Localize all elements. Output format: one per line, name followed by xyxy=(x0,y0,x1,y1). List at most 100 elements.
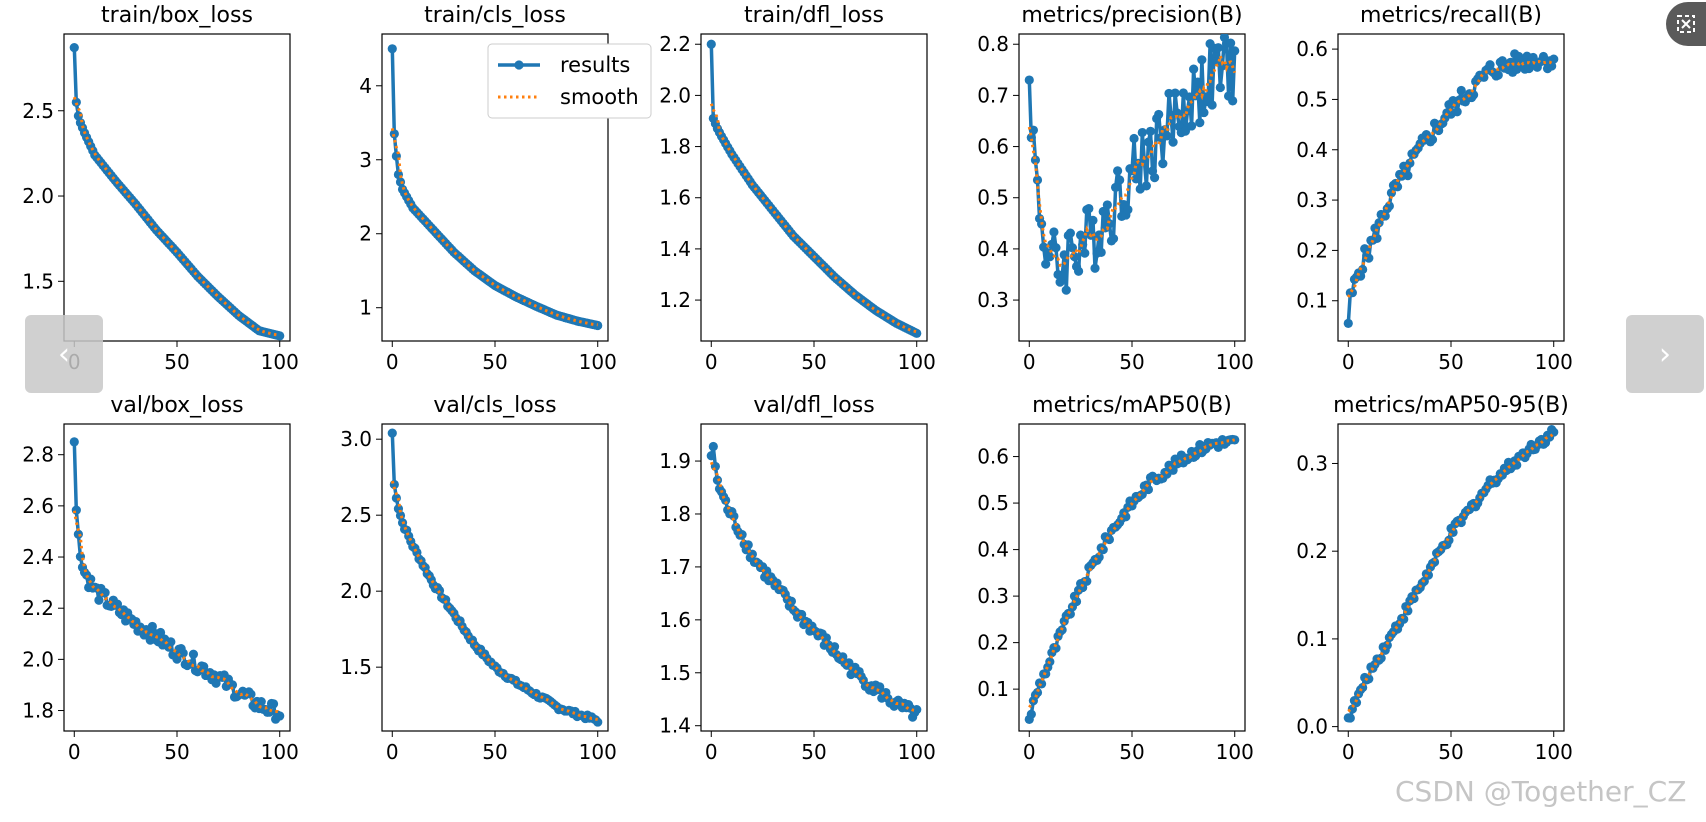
y-tick-label: 2.4 xyxy=(22,545,54,569)
smooth-line xyxy=(1028,438,1236,709)
results-point xyxy=(275,711,285,721)
y-tick-label: 0.5 xyxy=(977,491,1009,515)
results-point xyxy=(1154,109,1164,120)
results-point xyxy=(1028,125,1038,135)
results-point xyxy=(1168,137,1178,147)
results-point xyxy=(256,697,266,707)
y-tick-label: 2.2 xyxy=(659,32,691,56)
results-point xyxy=(1104,219,1114,229)
y-tick-label: 1.7 xyxy=(659,555,691,579)
results-line xyxy=(72,441,281,721)
results-point xyxy=(1386,188,1397,198)
x-tick-label: 0 xyxy=(68,740,81,764)
results-point xyxy=(1096,247,1106,258)
results-point xyxy=(743,540,753,550)
expand-button[interactable] xyxy=(1666,2,1706,46)
chart-panel: val/box_loss 0 50 100 1.8 2.0 2.2 2.4 2.6 2.8 xyxy=(22,393,299,764)
y-tick-label: 0.2 xyxy=(1296,539,1328,563)
results-point xyxy=(1088,215,1098,225)
x-tick-label: 50 xyxy=(1119,350,1144,374)
results-line xyxy=(709,444,919,719)
results-point xyxy=(166,637,176,647)
chart-title: train/dfl_loss xyxy=(744,3,884,28)
results-point xyxy=(1057,271,1067,282)
legend-results-label: results xyxy=(560,53,630,77)
y-tick-label: 0.3 xyxy=(1296,188,1328,212)
results-point xyxy=(1226,38,1236,48)
results-point xyxy=(1364,253,1374,263)
x-tick-label: 100 xyxy=(898,740,936,764)
y-tick-label: 1.8 xyxy=(659,135,691,159)
results-point xyxy=(1197,55,1207,65)
results-point xyxy=(1143,484,1154,495)
x-tick-label: 100 xyxy=(261,350,299,374)
y-tick-label: 0.3 xyxy=(1296,451,1328,475)
results-point xyxy=(73,529,83,539)
results-point xyxy=(1069,251,1080,262)
y-tick-label: 0.1 xyxy=(1296,289,1328,313)
results-point xyxy=(1080,248,1090,258)
results-point xyxy=(1364,674,1374,684)
results-point xyxy=(1456,85,1466,96)
results-point xyxy=(155,627,166,638)
chart-title: val/cls_loss xyxy=(433,393,556,418)
chart-title: metrics/precision(B) xyxy=(1021,3,1242,28)
chart-title: train/box_loss xyxy=(101,3,253,28)
results-point xyxy=(69,437,79,447)
y-tick-label: 3 xyxy=(359,148,372,172)
y-tick-label: 1.5 xyxy=(659,661,691,685)
y-tick-label: 2.0 xyxy=(340,579,372,603)
results-point xyxy=(1493,70,1503,80)
legend-box xyxy=(487,43,652,119)
results-point xyxy=(1065,228,1075,238)
results-point xyxy=(1403,171,1413,181)
results-point xyxy=(706,451,716,461)
x-tick-label: 100 xyxy=(898,350,936,374)
results-point xyxy=(1143,137,1154,147)
y-tick-label: 1.8 xyxy=(659,502,691,526)
smooth-line xyxy=(1346,59,1554,298)
results-point xyxy=(1230,46,1240,56)
results-point xyxy=(1049,227,1059,237)
results-point xyxy=(1131,174,1141,184)
x-tick-label: 50 xyxy=(1438,350,1463,374)
y-tick-label: 1.5 xyxy=(22,269,54,293)
results-point xyxy=(1045,252,1055,262)
y-tick-label: 0.7 xyxy=(977,83,1009,107)
results-point xyxy=(1076,230,1086,240)
next-image-button[interactable]: › xyxy=(1626,315,1704,393)
results-point xyxy=(1082,576,1092,586)
results-point xyxy=(1207,100,1217,110)
x-tick-label: 50 xyxy=(1438,740,1463,764)
results-point xyxy=(1137,489,1147,500)
plot-area xyxy=(387,44,603,331)
y-tick-label: 0.3 xyxy=(977,288,1009,312)
x-tick-label: 50 xyxy=(482,350,507,374)
results-point xyxy=(1123,205,1133,215)
y-tick-label: 1.5 xyxy=(340,655,372,679)
results-point xyxy=(1150,173,1160,183)
chart-title: val/box_loss xyxy=(110,393,243,418)
results-point xyxy=(1071,596,1082,607)
results-point xyxy=(246,689,256,699)
y-tick-label: 0.5 xyxy=(1296,87,1328,111)
x-tick-label: 100 xyxy=(1216,740,1254,764)
results-point xyxy=(708,441,718,452)
prev-image-button[interactable]: ‹ xyxy=(25,315,103,393)
chart-panel: val/cls_loss 0 50 100 1.5 2.0 2.5 3.0 xyxy=(340,393,617,764)
y-tick-label: 0.2 xyxy=(1296,238,1328,262)
chart-title: metrics/mAP50-95(B) xyxy=(1333,393,1569,418)
results-point xyxy=(1051,243,1061,253)
y-tick-label: 0.6 xyxy=(1296,37,1328,61)
smooth-line xyxy=(390,480,598,721)
plot-area xyxy=(706,441,922,722)
results-point xyxy=(1427,134,1438,145)
results-line xyxy=(72,47,281,338)
y-tick-label: 1.4 xyxy=(659,714,691,738)
results-line xyxy=(390,433,599,724)
results-point xyxy=(1528,52,1538,63)
results-point xyxy=(821,633,831,643)
results-point xyxy=(1137,127,1147,138)
legend-smooth-label: smooth xyxy=(560,85,639,109)
